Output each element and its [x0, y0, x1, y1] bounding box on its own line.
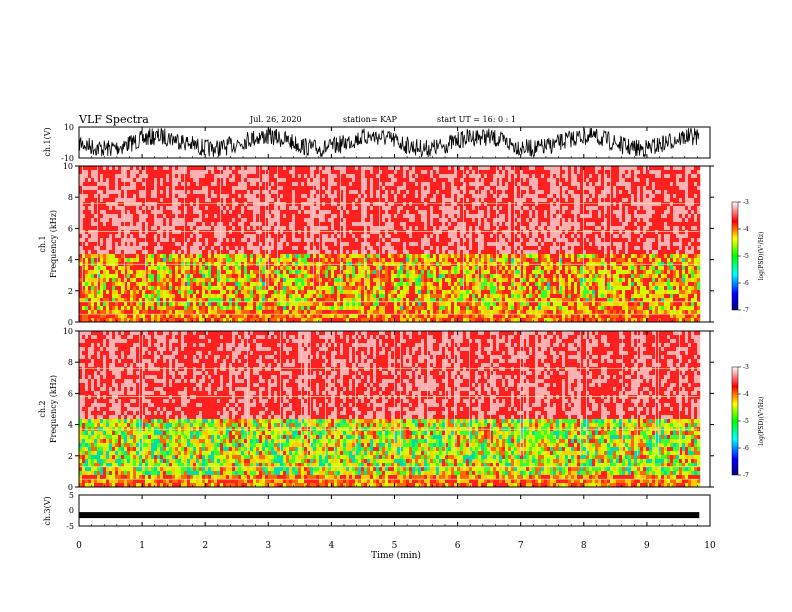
ch1-freq-tick-label: 4 — [68, 256, 73, 265]
ch3-waveform-ylabel: ch.3(V) — [43, 496, 52, 525]
ch3-ytick-bottom: -5 — [66, 522, 74, 531]
ch1-freq-tick-label: 0 — [68, 318, 73, 327]
ch1-colorbar-tick-label: -6 — [743, 280, 749, 287]
ch1-colorbar-tick-label: -4 — [743, 226, 749, 233]
start-time-label: start UT = 16: 0 : 1 — [437, 115, 516, 124]
ch2-colorbar-tick-label: -7 — [743, 472, 749, 479]
ch2-freq-tick-label: 2 — [68, 452, 73, 461]
ch3-waveform-line — [79, 512, 700, 519]
ch1-freq-ticks: 0 2 4 6 8 10 — [63, 162, 714, 327]
ch2-colorbar-label: log(PSD)(V²/Hz) — [758, 397, 765, 446]
ch3-ytick-mid: 0 — [69, 506, 74, 515]
ch2-colorbar-tick-label: -3 — [743, 364, 749, 371]
ch1-ytick-bottom: -10 — [61, 154, 74, 163]
ch1-freq-tick-label: 2 — [68, 287, 73, 296]
ch1-waveform-line — [78, 127, 700, 158]
ch2-colorbar-tick-label: -4 — [743, 391, 749, 398]
figure-title: VLF Spectra — [78, 113, 149, 126]
ch1-spectrogram-ylabel-line2: Frequency (kHz) — [49, 210, 58, 278]
time-axis-label: Time (min) — [371, 550, 421, 561]
time-tick-label: 5 — [392, 541, 398, 551]
ch1-freq-tick-label: 6 — [68, 224, 73, 233]
ch2-colorbar-tick-label: -5 — [743, 418, 749, 425]
ch2-spectrogram-ylabel-line2: Frequency (kHz) — [49, 375, 58, 443]
ch2-colorbar-ticks: -3 -4 -5 -6 -7 — [738, 364, 749, 479]
time-tick-label: 0 — [76, 541, 82, 551]
ch2-colorbar-tick-label: -6 — [743, 445, 749, 452]
ch1-waveform-panel: 10 -10 ch.1(V) — [43, 123, 711, 163]
date-label: Jul. 26, 2020 — [249, 115, 302, 124]
time-tick-label: 7 — [518, 541, 524, 551]
time-tick-label: 9 — [644, 541, 650, 551]
ch1-spectrogram-ylabel-line1: ch.1 — [38, 235, 47, 252]
ch3-waveform-panel: 5 0 -5 ch.3(V) — [43, 491, 711, 531]
ch1-ytick-top: 10 — [64, 123, 74, 132]
ch1-colorbar-tick-label: -3 — [743, 199, 749, 206]
time-tick-label: 10 — [704, 541, 716, 551]
ch2-colorbar — [731, 366, 739, 476]
ch1-freq-tick-label: 10 — [63, 162, 73, 171]
ch2-freq-tick-label: 10 — [63, 327, 73, 336]
time-tick-label: 6 — [455, 541, 461, 551]
ch1-colorbar-ticks: -3 -4 -5 -6 -7 — [738, 199, 749, 314]
ch1-spectrogram-image — [79, 166, 710, 323]
ch1-freq-tick-label: 8 — [68, 193, 73, 202]
time-tick-label: 4 — [329, 541, 335, 551]
ch2-freq-ticks: 0 2 4 6 8 10 — [63, 327, 714, 492]
ch1-colorbar-tick-label: -5 — [743, 253, 749, 260]
ch1-colorbar-label: log(PSD)(V²/Hz) — [758, 232, 765, 281]
time-tick-label: 8 — [581, 541, 587, 551]
ch3-waveform-frame — [78, 494, 711, 527]
ch2-freq-tick-label: 6 — [68, 389, 73, 398]
ch1-waveform-ylabel: ch.1(V) — [43, 127, 52, 156]
ch3-ytick-top: 5 — [69, 491, 74, 500]
time-tick-label: 1 — [139, 541, 145, 551]
ch2-freq-tick-label: 0 — [68, 483, 73, 492]
station-label: station= KAP — [343, 115, 398, 124]
ch2-spectrogram-image — [79, 331, 710, 488]
ch2-spectrogram-ylabel-line1: ch.2 — [38, 400, 47, 417]
ch2-freq-tick-label: 4 — [68, 421, 73, 430]
time-axis-ticks: 0 1 2 3 4 5 6 7 8 9 10 — [76, 127, 716, 551]
ch1-colorbar-tick-label: -7 — [743, 307, 749, 314]
ch2-freq-tick-label: 8 — [68, 358, 73, 367]
time-tick-label: 2 — [202, 541, 208, 551]
time-tick-label: 3 — [265, 541, 271, 551]
ch1-colorbar — [731, 201, 739, 311]
